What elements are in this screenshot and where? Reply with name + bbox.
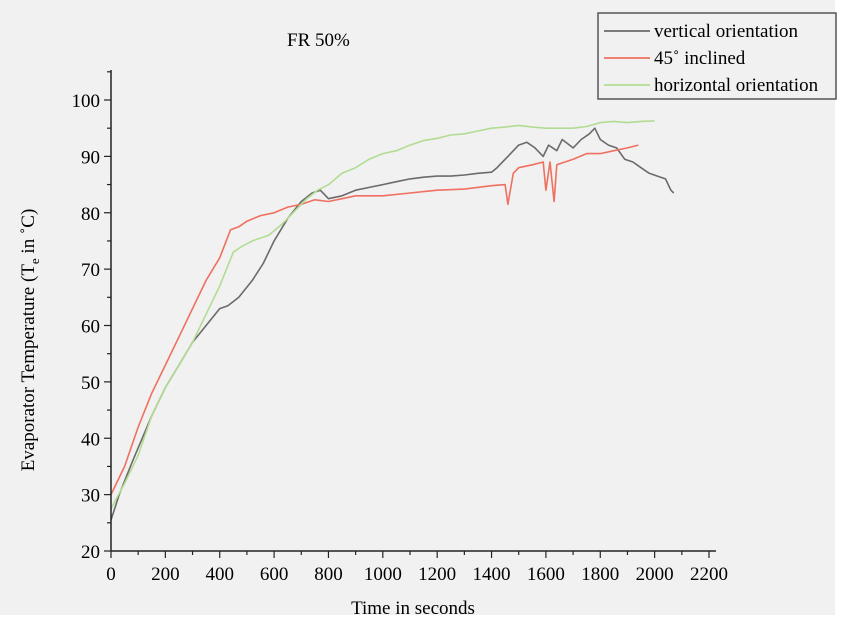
y-tick-label: 80	[81, 204, 100, 225]
x-tick-label: 1600	[527, 564, 565, 585]
y-tick-label: 30	[81, 486, 100, 507]
y-tick-label: 50	[81, 373, 100, 394]
x-tick-label: 200	[151, 564, 180, 585]
legend-label: 45˚ inclined	[654, 48, 746, 69]
series-line-2	[110, 120, 655, 510]
x-tick-label: 600	[260, 564, 289, 585]
x-tick-label: 2200	[690, 564, 728, 585]
x-tick-label: 1800	[581, 564, 619, 585]
y-tick-label: 100	[72, 91, 101, 112]
y-tick-label: 90	[81, 147, 100, 168]
x-tick-label: 2000	[636, 564, 674, 585]
x-tick-label: 800	[314, 564, 343, 585]
x-tick-label: 1000	[364, 564, 402, 585]
x-tick-label: 1400	[473, 564, 511, 585]
chart-title: FR 50%	[287, 30, 350, 51]
y-tick-label: 40	[81, 429, 100, 450]
y-tick-label: 60	[81, 317, 100, 338]
y-axis-title: Evaporator Temperature (Te in ˚C)	[18, 209, 42, 472]
x-tick-label: 400	[205, 564, 234, 585]
x-tick-label: 0	[106, 564, 116, 585]
series-line-0	[110, 127, 675, 521]
series-line-1	[110, 144, 639, 495]
y-tick-label: 20	[81, 542, 100, 563]
x-tick-label: 1200	[418, 564, 456, 585]
x-axis-title: Time in seconds	[351, 598, 475, 619]
legend-label: vertical orientation	[654, 21, 799, 42]
legend-label: horizontal orientation	[654, 75, 819, 96]
y-tick-label: 70	[81, 260, 100, 281]
